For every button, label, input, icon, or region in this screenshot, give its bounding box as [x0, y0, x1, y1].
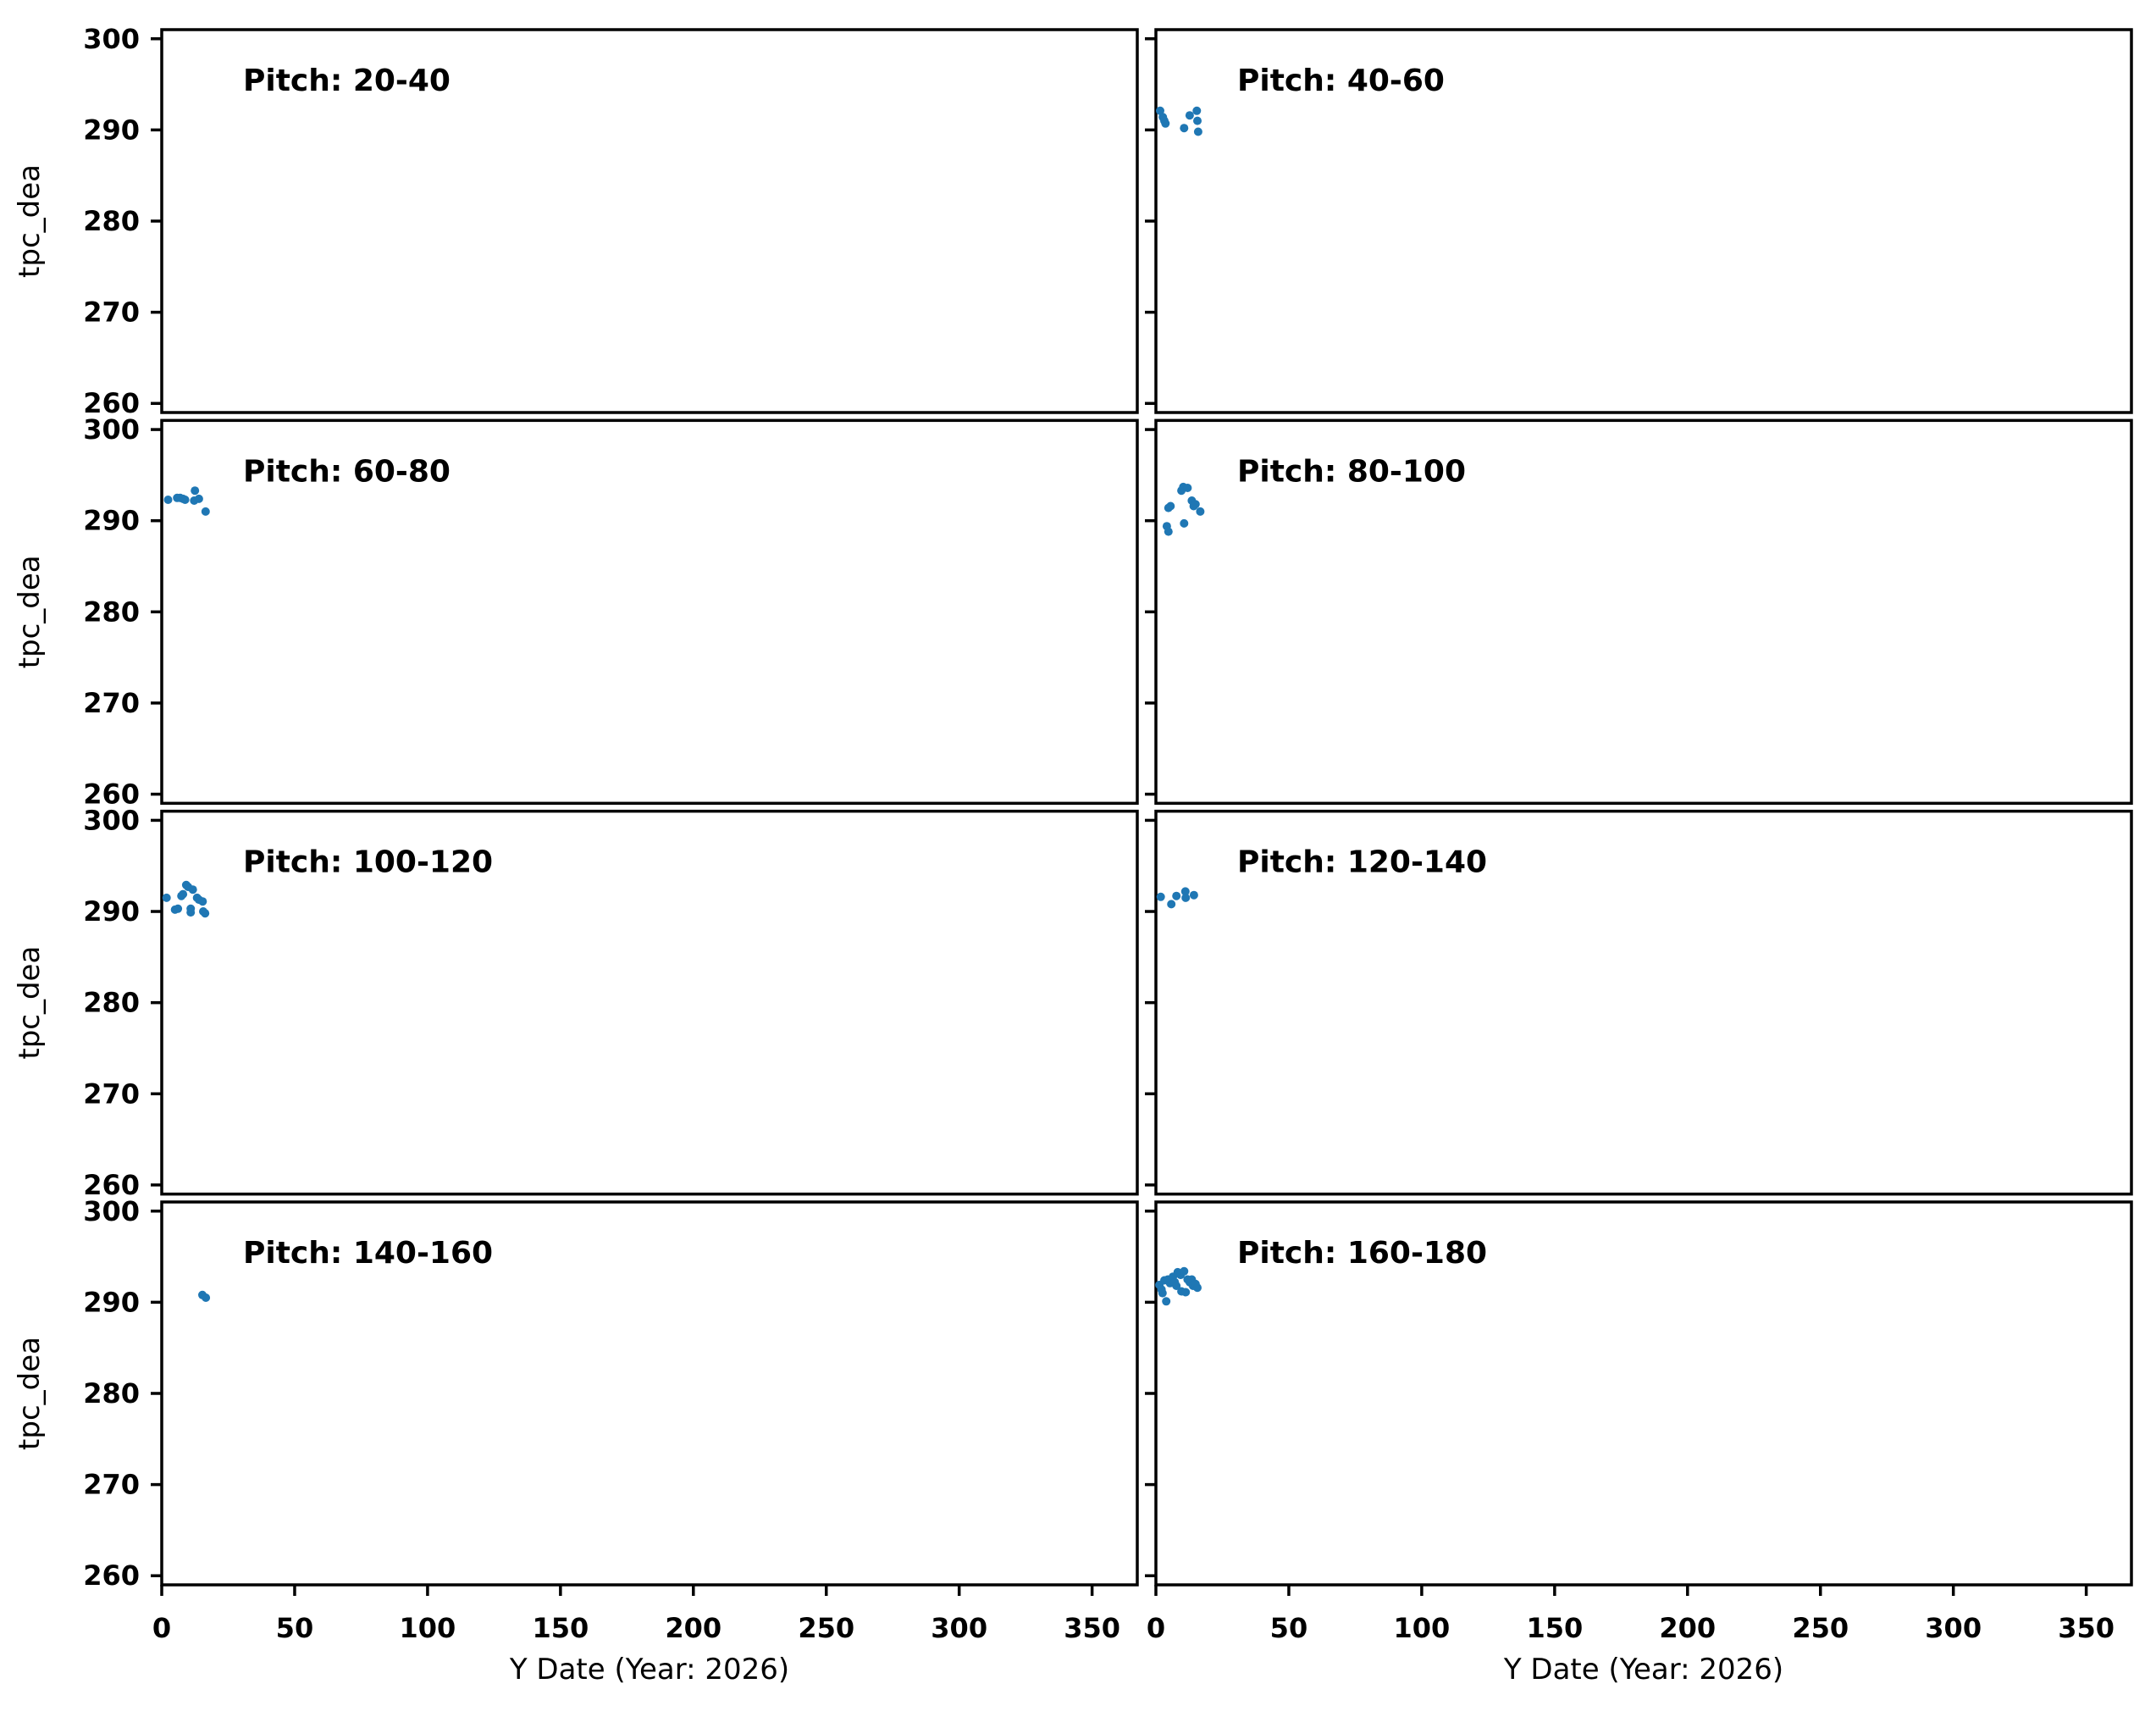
x-tick-label: 100: [399, 1612, 456, 1644]
data-point: [1189, 890, 1198, 900]
x-tick-label: 250: [798, 1612, 854, 1644]
data-point: [180, 496, 190, 504]
y-tick-label: 260: [83, 1169, 140, 1201]
data-point: [1166, 501, 1175, 511]
y-tick-label: 300: [83, 804, 140, 836]
y-axis-label: tpc_dea: [13, 555, 47, 668]
data-point: [1167, 900, 1176, 909]
plot-area: [160, 28, 1139, 414]
subplot-title: Pitch: 160-180: [1237, 1236, 1487, 1271]
data-point: [191, 486, 200, 496]
y-tick-label: 270: [83, 296, 140, 329]
data-point: [1161, 119, 1170, 128]
data-point: [162, 893, 171, 902]
y-tick-label: 260: [83, 1559, 140, 1592]
data-point: [1164, 527, 1173, 536]
data-point: [201, 507, 210, 516]
data-point: [1180, 124, 1189, 133]
data-point: [1156, 106, 1164, 115]
data-point: [1180, 518, 1189, 528]
subplot-title: Pitch: 20-40: [243, 64, 451, 98]
y-tick-label: 260: [83, 387, 140, 419]
data-point: [1183, 484, 1192, 492]
y-tick-label: 270: [83, 1469, 140, 1501]
y-tick-label: 300: [83, 23, 140, 55]
x-tick-label: 150: [1526, 1612, 1583, 1644]
data-point: [1181, 1288, 1191, 1297]
plot-area: [1154, 1200, 2133, 1587]
y-tick-label: 280: [83, 205, 140, 237]
data-point: [1196, 507, 1205, 516]
x-tick-label: 200: [1659, 1612, 1716, 1644]
subplot-title: Pitch: 140-160: [243, 1236, 493, 1271]
data-point: [1191, 500, 1200, 509]
data-point: [1158, 1288, 1167, 1298]
data-point: [1193, 1283, 1202, 1293]
x-tick-label: 0: [152, 1612, 171, 1644]
data-point: [1180, 887, 1190, 896]
y-tick-label: 290: [83, 1286, 140, 1318]
x-tick-label: 150: [532, 1612, 589, 1644]
data-point: [179, 889, 188, 899]
y-tick-label: 270: [83, 687, 140, 719]
plot-area: [1154, 418, 2133, 806]
y-axis-label: tpc_dea: [13, 1337, 47, 1450]
data-point: [201, 909, 210, 918]
y-tick-label: 290: [83, 114, 140, 146]
x-tick-label: 350: [1064, 1612, 1120, 1644]
data-point: [202, 1293, 211, 1302]
y-tick-label: 290: [83, 895, 140, 928]
y-axis-label: tpc_dea: [13, 164, 47, 278]
x-tick-label: 0: [1147, 1612, 1165, 1644]
data-point: [1162, 1297, 1171, 1306]
data-point: [1193, 127, 1202, 136]
x-tick-label: 50: [1270, 1612, 1308, 1644]
y-tick-label: 280: [83, 1377, 140, 1410]
x-axis-label: Y Date (Year: 2026): [509, 1653, 789, 1687]
subplot-title: Pitch: 80-100: [1237, 454, 1466, 489]
plot-area: [1154, 809, 2133, 1196]
data-point: [1156, 892, 1165, 901]
subplot-title: Pitch: 100-120: [243, 845, 493, 880]
y-tick-label: 270: [83, 1077, 140, 1110]
x-tick-label: 350: [2058, 1612, 2115, 1644]
subplot-title: Pitch: 40-60: [1237, 64, 1445, 98]
y-tick-label: 280: [83, 987, 140, 1019]
subplot-title: Pitch: 120-140: [1237, 845, 1487, 880]
data-point: [1193, 116, 1202, 125]
plot-area: [160, 418, 1139, 806]
plot-area: [160, 1200, 1139, 1587]
y-axis-label: tpc_dea: [13, 946, 47, 1060]
data-point: [1180, 1266, 1189, 1276]
y-tick-label: 300: [83, 1195, 140, 1227]
data-point: [1181, 893, 1191, 902]
data-point: [174, 904, 183, 913]
data-point: [194, 494, 203, 503]
data-point: [1172, 891, 1181, 900]
x-tick-label: 200: [665, 1612, 721, 1644]
x-tick-label: 300: [931, 1612, 987, 1644]
y-tick-label: 290: [83, 505, 140, 537]
plot-area: [1154, 28, 2133, 414]
y-tick-label: 300: [83, 413, 140, 446]
x-axis-label: Y Date (Year: 2026): [1503, 1653, 1783, 1687]
y-tick-label: 260: [83, 778, 140, 811]
data-point: [1192, 106, 1202, 115]
x-tick-label: 300: [1925, 1612, 1982, 1644]
y-tick-label: 280: [83, 595, 140, 628]
x-tick-label: 100: [1393, 1612, 1450, 1644]
data-point: [198, 897, 207, 906]
data-point: [188, 885, 197, 895]
data-point: [163, 496, 173, 504]
data-point: [1185, 111, 1194, 120]
data-point: [186, 908, 196, 917]
subplot-title: Pitch: 60-80: [243, 454, 451, 489]
data-point: [1172, 1282, 1181, 1290]
x-tick-label: 50: [276, 1612, 314, 1644]
x-tick-label: 250: [1792, 1612, 1849, 1644]
